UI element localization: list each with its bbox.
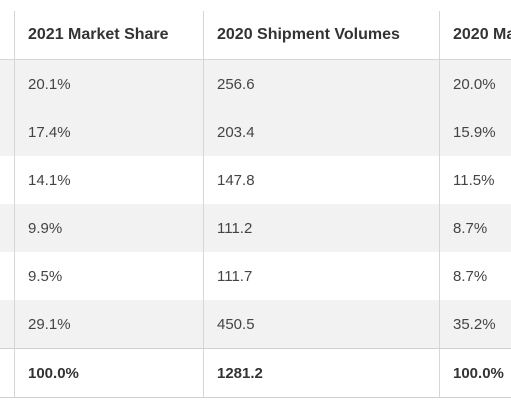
cell-company [0, 59, 15, 108]
cell-2020-market-share: 8.7% [439, 204, 511, 252]
header-2021-market-share: 2021 Market Share [14, 11, 204, 60]
cell-total-label [0, 348, 15, 398]
header-2020-shipment-volumes: 2020 Shipment Volumes [203, 11, 440, 60]
table-row: 9.5% 111.7 8.7% [0, 252, 511, 300]
cell-2020-market-share: 11.5% [439, 156, 511, 204]
total-row: 100.0% 1281.2 100.0% [0, 348, 511, 398]
cell-total-2021-market-share: 100.0% [14, 348, 204, 398]
table-header: 2021 Market Share 2020 Shipment Volumes … [0, 11, 511, 60]
cell-total-2020-shipment-volume: 1281.2 [203, 348, 440, 398]
cell-2020-shipment-volume: 111.2 [203, 204, 440, 252]
cell-2020-shipment-volume: 450.5 [203, 300, 440, 349]
table-row: 29.1% 450.5 35.2% [0, 300, 511, 349]
cell-2020-shipment-volume: 147.8 [203, 156, 440, 204]
cell-2021-market-share: 20.1% [14, 59, 204, 108]
table-row: 20.1% 256.6 20.0% [0, 59, 511, 108]
cell-2020-market-share: 15.9% [439, 108, 511, 156]
cell-company [0, 300, 15, 349]
cell-2021-market-share: 14.1% [14, 156, 204, 204]
cell-total-2020-market-share: 100.0% [439, 348, 511, 398]
table-row: 14.1% 147.8 11.5% [0, 156, 511, 204]
header-2020-market-share: 2020 Ma [439, 11, 511, 60]
cell-2021-market-share: 9.9% [14, 204, 204, 252]
cell-2021-market-share: 29.1% [14, 300, 204, 349]
cell-2020-market-share: 35.2% [439, 300, 511, 349]
cell-company [0, 252, 15, 300]
cell-2020-market-share: 8.7% [439, 252, 511, 300]
cell-company [0, 108, 15, 156]
cell-2020-shipment-volume: 256.6 [203, 59, 440, 108]
cell-2020-shipment-volume: 111.7 [203, 252, 440, 300]
table-row: 9.9% 111.2 8.7% [0, 204, 511, 252]
header-row: 2021 Market Share 2020 Shipment Volumes … [0, 11, 511, 60]
cell-2021-market-share: 9.5% [14, 252, 204, 300]
cell-2020-shipment-volume: 203.4 [203, 108, 440, 156]
table-row: 17.4% 203.4 15.9% [0, 108, 511, 156]
header-company [0, 11, 15, 60]
table-body: 20.1% 256.6 20.0% 17.4% 203.4 15.9% 14.1… [0, 59, 511, 398]
cell-company [0, 156, 15, 204]
cell-2020-market-share: 20.0% [439, 59, 511, 108]
market-share-table: 2021 Market Share 2020 Shipment Volumes … [0, 11, 511, 398]
cell-2021-market-share: 17.4% [14, 108, 204, 156]
cell-company [0, 204, 15, 252]
